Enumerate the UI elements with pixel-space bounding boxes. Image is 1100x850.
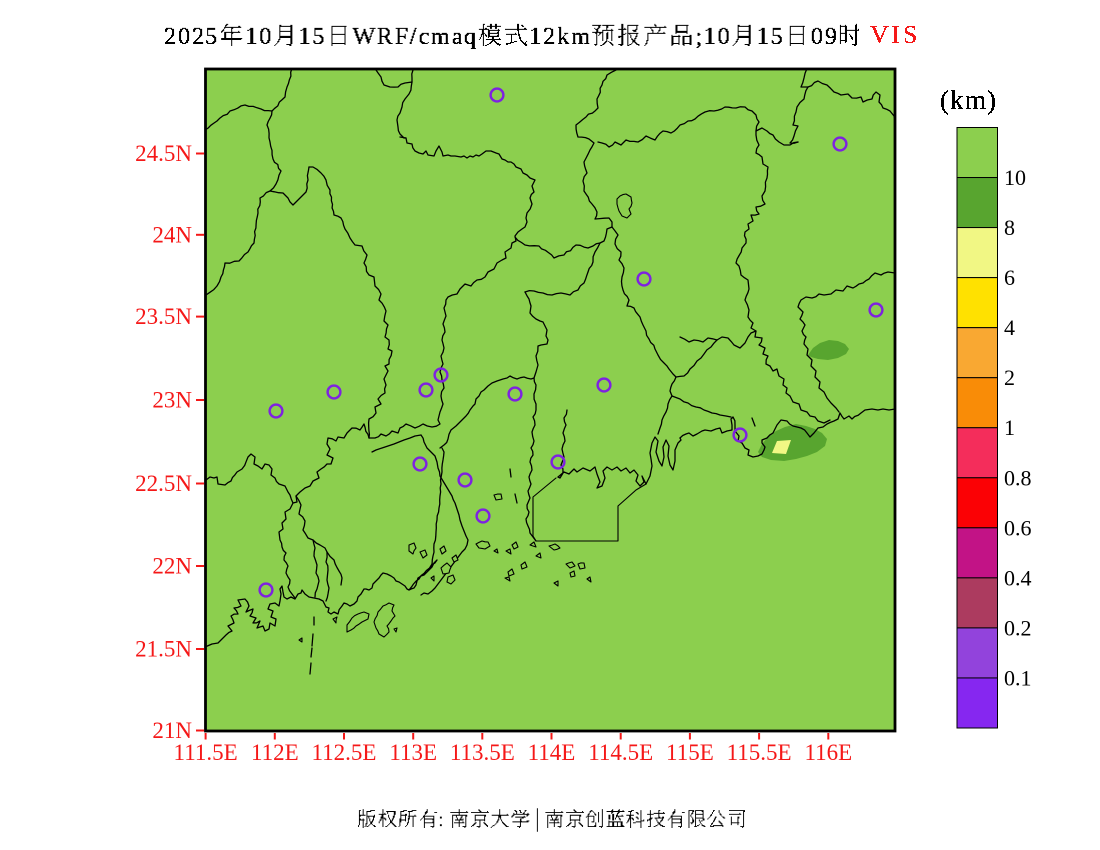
svg-text:24.5N: 24.5N	[135, 141, 192, 166]
svg-text:112E: 112E	[251, 740, 299, 765]
svg-text:114.5E: 114.5E	[588, 740, 653, 765]
svg-text:4: 4	[1004, 315, 1015, 340]
svg-text:21.5N: 21.5N	[135, 637, 192, 662]
svg-text:23N: 23N	[152, 388, 192, 413]
svg-text:24N: 24N	[152, 222, 192, 247]
svg-text:0.6: 0.6	[1004, 515, 1032, 540]
svg-text:115.5E: 115.5E	[727, 740, 792, 765]
svg-text:111.5E: 111.5E	[174, 740, 238, 765]
svg-text:10: 10	[1004, 165, 1026, 190]
svg-text:0.4: 0.4	[1004, 565, 1032, 590]
svg-text:22N: 22N	[152, 554, 192, 579]
svg-text:113E: 113E	[389, 740, 437, 765]
svg-text:0.8: 0.8	[1004, 465, 1032, 490]
svg-text:6: 6	[1004, 265, 1015, 290]
svg-text:112.5E: 112.5E	[312, 740, 377, 765]
svg-text:8: 8	[1004, 215, 1015, 240]
svg-text:115E: 115E	[666, 740, 714, 765]
svg-text:21N: 21N	[152, 718, 192, 743]
svg-text:0.1: 0.1	[1004, 666, 1032, 691]
svg-text:114E: 114E	[528, 740, 576, 765]
svg-text:23.5N: 23.5N	[135, 304, 192, 329]
svg-text:2: 2	[1004, 365, 1015, 390]
svg-text:1: 1	[1004, 415, 1015, 440]
svg-text:113.5E: 113.5E	[450, 740, 515, 765]
svg-text:0.2: 0.2	[1004, 615, 1032, 640]
svg-text:116E: 116E	[804, 740, 852, 765]
svg-text:22.5N: 22.5N	[135, 471, 192, 496]
